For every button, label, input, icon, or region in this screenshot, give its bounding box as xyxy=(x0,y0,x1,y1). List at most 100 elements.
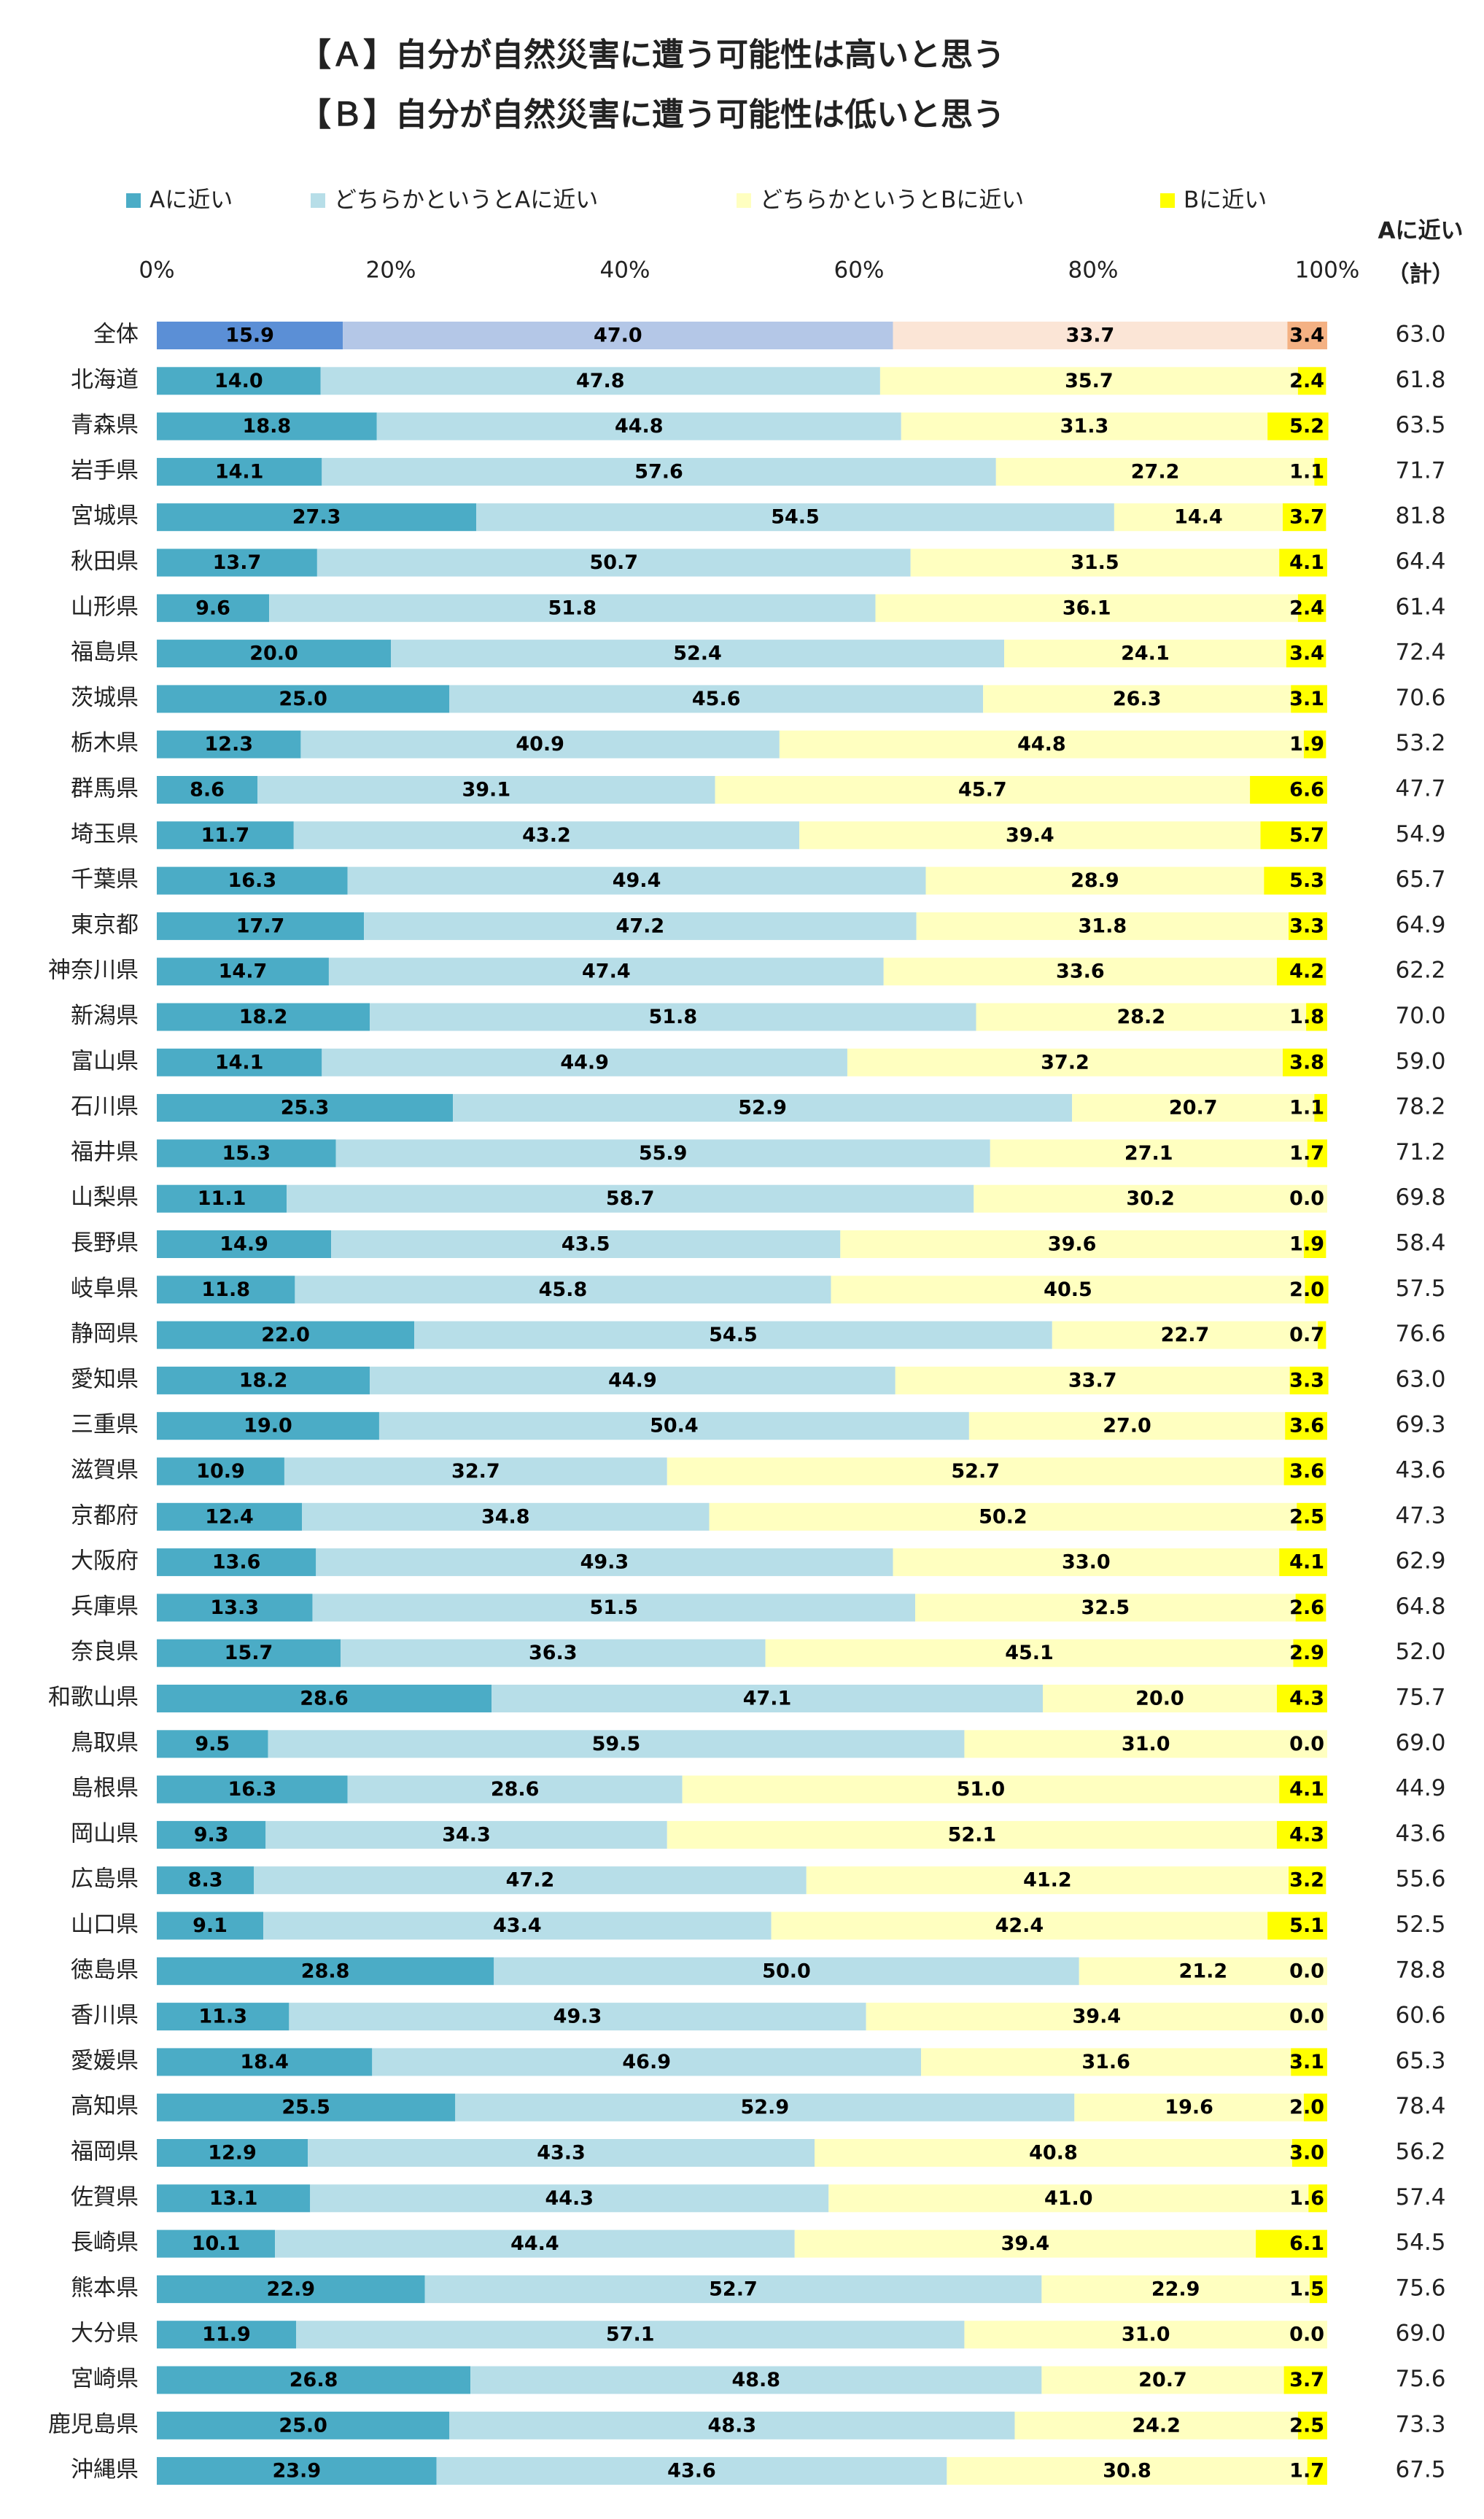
data-label: 47.8 xyxy=(576,370,625,392)
data-label: 9.5 xyxy=(195,1733,230,1755)
total-label: 70.6 xyxy=(1395,685,1445,711)
data-label: 31.8 xyxy=(1079,915,1127,937)
data-label: 45.8 xyxy=(539,1278,588,1301)
bar-segment xyxy=(453,1094,1073,1122)
data-label: 52.7 xyxy=(709,2278,758,2300)
y-tick-label: 三重県 xyxy=(71,1412,139,1438)
bar-segment xyxy=(470,2366,1042,2394)
total-label: 64.9 xyxy=(1395,912,1445,938)
legend-swatch xyxy=(126,193,141,208)
bar-segment xyxy=(1014,2411,1298,2440)
data-label: 9.6 xyxy=(195,597,230,619)
data-label: 14.7 xyxy=(219,960,268,983)
data-label: 39.4 xyxy=(1073,2006,1122,2028)
total-label: 43.6 xyxy=(1395,1820,1445,1847)
bar-segment xyxy=(157,2457,437,2485)
data-label: 50.0 xyxy=(762,1960,811,1982)
bar-segment xyxy=(424,2275,1042,2303)
bar-segment xyxy=(300,730,780,758)
bar-segment xyxy=(1072,1094,1315,1122)
y-tick-label: 青森県 xyxy=(71,412,139,438)
data-label: 1.1 xyxy=(1289,460,1324,483)
y-tick-label: 高知県 xyxy=(71,2093,139,2119)
data-label: 2.0 xyxy=(1289,1278,1324,1301)
total-label: 65.7 xyxy=(1395,866,1445,893)
total-label: 69.0 xyxy=(1395,2321,1445,2347)
bar-segment xyxy=(157,1866,255,1895)
data-label: 3.6 xyxy=(1289,1415,1324,1437)
total-label: 54.9 xyxy=(1395,821,1445,847)
data-label: 0.0 xyxy=(1289,2006,1324,2028)
bar-segment xyxy=(1289,912,1327,940)
bar-segment xyxy=(1260,821,1327,850)
data-label: 2.5 xyxy=(1289,2414,1324,2437)
data-label: 33.7 xyxy=(1066,325,1115,347)
data-label: 47.2 xyxy=(616,915,665,937)
y-tick-label: 山梨県 xyxy=(71,1184,139,1211)
bar-segment xyxy=(667,1457,1284,1486)
bar-segment xyxy=(1318,1321,1326,1349)
bar-segment xyxy=(157,548,317,577)
bar-segment xyxy=(1041,2275,1310,2303)
total-label: 71.7 xyxy=(1395,457,1445,484)
bar-segment xyxy=(1303,2093,1327,2122)
data-label: 20.0 xyxy=(249,643,298,665)
data-label: 12.4 xyxy=(205,1505,254,1528)
bar-segment xyxy=(157,866,348,895)
data-label: 18.8 xyxy=(243,415,292,438)
data-label: 47.0 xyxy=(594,325,642,347)
bar-segment xyxy=(831,1276,1305,1304)
x-tick-label: 80% xyxy=(1068,257,1119,284)
data-label: 55.9 xyxy=(639,1142,688,1165)
data-label: 49.3 xyxy=(580,1551,629,1574)
bar-segment xyxy=(1286,640,1326,668)
bar-segment xyxy=(157,685,450,713)
bar-segment xyxy=(372,2048,922,2076)
data-label: 52.9 xyxy=(740,2096,789,2119)
data-label: 48.8 xyxy=(731,2369,780,2391)
data-label: 31.0 xyxy=(1122,1733,1170,1755)
total-label: 70.0 xyxy=(1395,1003,1445,1029)
bar-segment xyxy=(1264,866,1326,895)
data-label: 28.2 xyxy=(1116,1006,1165,1028)
data-label: 3.2 xyxy=(1289,1869,1324,1892)
bar-segment xyxy=(947,2457,1308,2485)
y-tick-label: 沖縄県 xyxy=(71,2457,139,2483)
bar-segment xyxy=(921,2048,1291,2076)
bar-segment xyxy=(1004,640,1286,668)
data-label: 51.8 xyxy=(548,597,597,619)
bar-segment xyxy=(157,2275,425,2303)
data-label: 1.7 xyxy=(1289,2460,1324,2483)
total-label: 76.6 xyxy=(1395,1321,1445,1347)
y-tick-label: 富山県 xyxy=(71,1048,139,1074)
data-label: 27.1 xyxy=(1124,1142,1173,1165)
data-label: 47.4 xyxy=(582,960,631,983)
data-label: 16.3 xyxy=(228,869,276,892)
y-tick-label: 愛媛県 xyxy=(71,2048,139,2074)
data-label: 31.5 xyxy=(1071,551,1119,574)
bar-segment xyxy=(157,2321,296,2349)
bar-segment xyxy=(1283,2366,1327,2394)
y-tick-label: 岩手県 xyxy=(71,457,139,484)
totals-header: Aに近い xyxy=(1378,218,1464,244)
data-label: 22.9 xyxy=(266,2278,315,2300)
data-label: 11.8 xyxy=(201,1278,250,1301)
bar-segment xyxy=(391,640,1005,668)
bar-segment xyxy=(449,2411,1015,2440)
data-label: 13.3 xyxy=(210,1596,259,1619)
bar-segment xyxy=(157,503,477,532)
bar-segment xyxy=(1289,1866,1326,1895)
bar-segment xyxy=(1303,1230,1326,1258)
data-label: 1.1 xyxy=(1289,1097,1324,1119)
bar-segment xyxy=(157,2184,311,2213)
data-label: 17.7 xyxy=(236,915,285,937)
bar-segment xyxy=(1289,1366,1329,1394)
chart-title: 【Ｂ】自分が自然災害に遭う可能性は低いと思う xyxy=(299,96,1005,133)
data-label: 49.3 xyxy=(553,2006,602,2028)
data-label: 14.9 xyxy=(220,1233,268,1256)
bar-segment xyxy=(157,1457,284,1486)
data-label: 47.1 xyxy=(743,1688,792,1710)
bar-segment xyxy=(265,1820,667,1849)
bar-segment xyxy=(322,457,996,486)
